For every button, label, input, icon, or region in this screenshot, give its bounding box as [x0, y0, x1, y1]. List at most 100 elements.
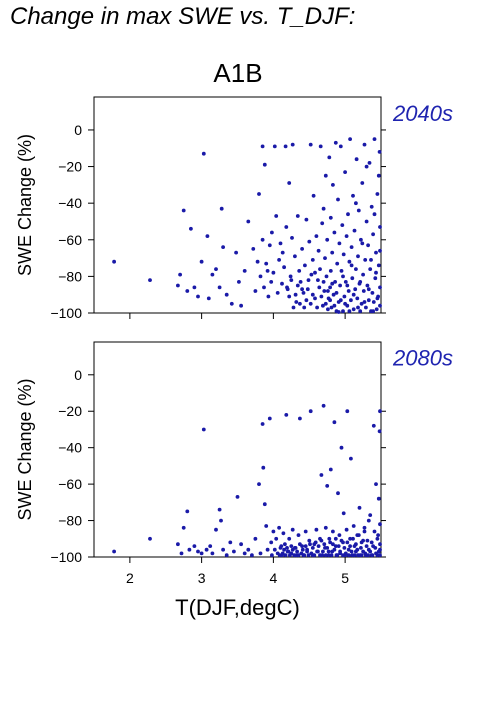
data-point [349, 549, 354, 554]
data-point [298, 301, 302, 306]
data-point [311, 193, 316, 198]
data-point [346, 553, 351, 558]
data-point [366, 243, 370, 248]
data-point [303, 529, 308, 534]
data-point [289, 544, 294, 548]
data-point [312, 553, 317, 558]
data-point [304, 217, 309, 222]
data-point [344, 527, 349, 532]
data-point [219, 206, 224, 211]
data-point [277, 258, 281, 262]
data-point [321, 403, 326, 408]
data-point [362, 529, 367, 534]
data-point [324, 274, 329, 279]
data-point [280, 551, 285, 556]
y-tick-label: 0 [74, 367, 82, 383]
data-point [372, 529, 377, 534]
data-point [266, 294, 271, 299]
data-point [335, 553, 340, 558]
data-point [319, 294, 324, 299]
data-point [378, 409, 382, 414]
data-point [262, 502, 267, 507]
data-point [271, 270, 276, 275]
data-point [294, 300, 299, 304]
data-point [298, 542, 302, 547]
data-point [260, 422, 265, 426]
data-point [284, 225, 289, 229]
data-point [334, 291, 339, 295]
y-tick-label: −20 [58, 159, 82, 175]
data-point [373, 276, 378, 281]
data-point [348, 137, 352, 142]
data-point [283, 542, 287, 547]
data-point [292, 553, 297, 558]
data-point [306, 553, 311, 558]
data-point [366, 547, 371, 552]
data-point [264, 524, 269, 528]
data-point [325, 237, 330, 242]
data-point [321, 206, 326, 211]
data-point [286, 549, 291, 554]
data-point [351, 307, 356, 312]
data-point [355, 547, 360, 552]
data-point [250, 553, 254, 558]
data-point [291, 305, 296, 310]
data-point [378, 225, 382, 229]
data-point [206, 296, 211, 301]
data-point [320, 221, 325, 226]
data-point [187, 547, 192, 552]
data-point [287, 181, 292, 185]
data-point [349, 298, 353, 303]
data-point [346, 212, 350, 217]
data-point [323, 301, 328, 306]
data-point [314, 527, 319, 532]
data-point [341, 252, 346, 257]
data-point [332, 230, 337, 235]
data-point [262, 162, 267, 167]
data-point [374, 307, 379, 312]
data-point [313, 296, 317, 301]
data-point [178, 272, 183, 277]
data-point [366, 298, 371, 303]
data-point [337, 533, 342, 537]
data-point [310, 292, 315, 297]
data-point [189, 226, 193, 231]
y-tick-label: 0 [74, 122, 82, 138]
data-point [336, 310, 341, 314]
data-point [277, 525, 281, 530]
data-point [328, 215, 333, 220]
data-point [376, 263, 381, 268]
x-tick-label: 2 [126, 570, 134, 586]
data-point [310, 258, 315, 262]
data-point [378, 248, 382, 253]
data-point [332, 420, 337, 425]
y-tick-label: −80 [58, 268, 82, 284]
data-point [362, 300, 367, 304]
data-point [309, 272, 314, 277]
data-point [314, 234, 319, 239]
data-point [359, 301, 364, 306]
y-tick-label: −100 [50, 305, 82, 321]
data-point [374, 482, 378, 486]
data-point [352, 553, 357, 558]
data-point [371, 232, 375, 237]
plot-frame [93, 96, 382, 314]
data-point [255, 259, 260, 264]
data-point [199, 259, 204, 264]
x-tick-label: 5 [341, 570, 349, 586]
data-point [205, 234, 210, 239]
data-point [369, 258, 373, 262]
data-point [267, 416, 272, 421]
data-point [338, 144, 343, 149]
data-point [219, 518, 223, 523]
data-point [346, 547, 351, 552]
data-point [361, 549, 365, 554]
data-point [340, 223, 345, 228]
data-point [288, 274, 293, 279]
y-tick-label: −100 [50, 549, 82, 565]
data-point [339, 269, 344, 273]
data-point [112, 259, 116, 264]
data-point [287, 536, 292, 541]
data-point [351, 536, 355, 541]
data-point [376, 173, 381, 178]
